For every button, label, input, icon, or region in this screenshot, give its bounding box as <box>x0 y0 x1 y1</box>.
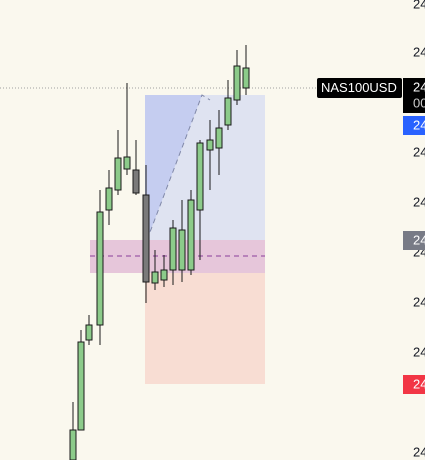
target-tag <box>403 116 425 135</box>
profit-zone-fill <box>145 95 202 240</box>
target-price: 24 <box>413 117 425 132</box>
symbol-label: NAS100USD <box>321 80 397 95</box>
path-line <box>146 94 211 241</box>
price-label: 24 <box>413 444 425 459</box>
stop-tag <box>403 375 425 394</box>
candles <box>69 45 250 460</box>
price-label: 24 <box>413 144 425 159</box>
price-label: 24 <box>413 44 425 59</box>
price-label: 24 <box>413 0 425 11</box>
stop-price: 24 <box>413 376 425 391</box>
symbol-tag <box>317 78 402 98</box>
price-label: 24 <box>413 344 425 359</box>
price-label: 24 <box>413 294 425 309</box>
last-price-tag <box>403 78 425 113</box>
countdown: 00 <box>413 95 425 110</box>
entry-price: 24 <box>413 232 425 247</box>
loss-zone <box>145 273 265 384</box>
entry-tag <box>403 231 425 250</box>
last-price: 24 <box>413 79 425 94</box>
price-label: 24 <box>413 194 425 209</box>
